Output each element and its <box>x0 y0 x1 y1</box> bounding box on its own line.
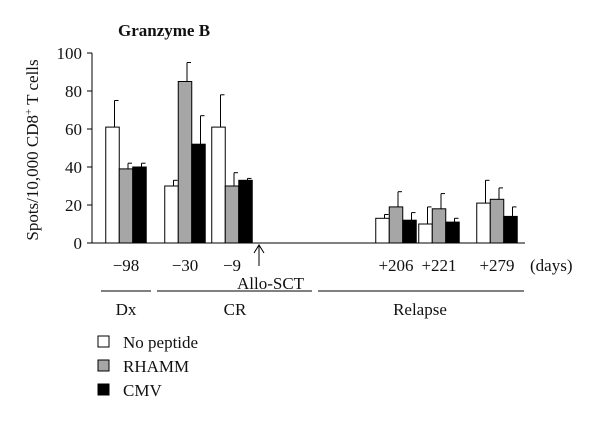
bar <box>191 143 206 244</box>
group-label: Dx <box>116 300 137 319</box>
x-tick-label: +206 <box>378 256 413 275</box>
y-tick-label: 20 <box>65 196 82 215</box>
legend-label: No peptide <box>123 333 198 352</box>
legend: No peptide RHAMM CMV <box>97 333 198 400</box>
bar <box>476 202 491 244</box>
bar <box>431 208 447 244</box>
axes: 0 20 40 60 80 100 <box>57 44 525 253</box>
y-axis-label-main: Spots/10,000 CD8 <box>23 115 42 241</box>
bar <box>388 206 404 244</box>
x-tick-label: −98 <box>113 256 140 275</box>
allo-sct-arrow <box>253 244 265 266</box>
x-unit-label: (days) <box>530 256 572 275</box>
chart-title: Granzyme B <box>118 21 210 40</box>
bar <box>211 126 226 244</box>
y-tick-label: 100 <box>57 44 83 63</box>
bar <box>503 215 518 244</box>
bar <box>177 81 193 244</box>
y-axis-label: Spots/10,000 CD8+ T cells <box>23 59 42 240</box>
bar <box>445 221 460 244</box>
bar <box>402 219 417 244</box>
bar <box>418 223 433 244</box>
bar <box>164 185 179 244</box>
svg-text:Spots/10,000 CD8+ T cells: Spots/10,000 CD8+ T cells <box>23 59 42 240</box>
y-tick-label: 0 <box>74 234 83 253</box>
legend-swatch <box>97 359 110 372</box>
allo-sct-label: Allo-SCT <box>237 274 305 293</box>
bar <box>489 198 505 244</box>
legend-swatch <box>97 335 110 348</box>
group-label: CR <box>224 300 247 319</box>
group-brackets: Dx CR Relapse <box>101 290 524 319</box>
x-tick-label: −9 <box>223 256 241 275</box>
legend-label: RHAMM <box>123 357 189 376</box>
bar <box>238 179 253 244</box>
legend-label: CMV <box>123 381 162 400</box>
bar <box>118 168 134 244</box>
y-tick-label: 60 <box>65 120 82 139</box>
x-tick-label: −30 <box>172 256 199 275</box>
x-tick-label: +279 <box>479 256 514 275</box>
y-tick-label: 40 <box>65 158 82 177</box>
bars <box>105 62 518 244</box>
group-label: Relapse <box>393 300 447 319</box>
bar <box>105 126 120 244</box>
legend-swatch <box>97 383 110 396</box>
x-tick-labels: −98 −30 −9 +206 +221 +279 <box>113 256 515 275</box>
arrow-head <box>253 244 265 254</box>
x-tick-label: +221 <box>421 256 456 275</box>
bar <box>224 185 240 244</box>
bar <box>132 166 147 244</box>
bar <box>375 217 390 244</box>
y-tick-label: 80 <box>65 82 82 101</box>
